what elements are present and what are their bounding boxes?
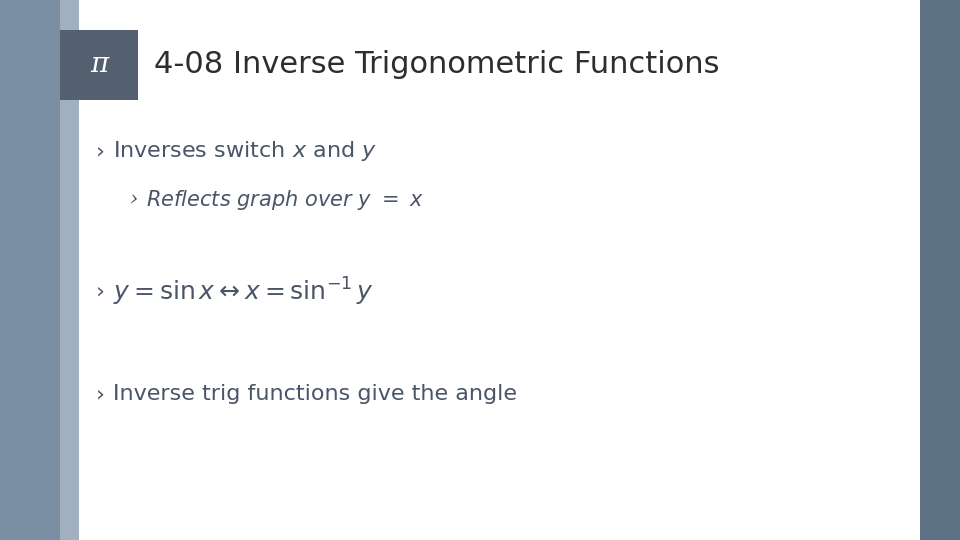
Text: Inverse trig functions give the angle: Inverse trig functions give the angle (113, 384, 517, 404)
Text: ›: › (130, 190, 138, 210)
Text: ›: › (96, 141, 105, 161)
FancyBboxPatch shape (920, 0, 960, 540)
Text: 4-08 Inverse Trigonometric Functions: 4-08 Inverse Trigonometric Functions (154, 50, 719, 79)
Text: $y = \sin x \leftrightarrow x = \sin^{-1} y$: $y = \sin x \leftrightarrow x = \sin^{-1… (113, 275, 374, 308)
FancyBboxPatch shape (60, 0, 79, 540)
FancyBboxPatch shape (60, 30, 138, 100)
Text: ›: › (96, 384, 105, 404)
Text: ›: › (96, 281, 105, 302)
FancyBboxPatch shape (0, 0, 60, 540)
Text: $\it{Reflects\ graph\ over\ y\ =\ x}$: $\it{Reflects\ graph\ over\ y\ =\ x}$ (146, 188, 424, 212)
Text: π: π (89, 51, 108, 78)
Text: $\mathregular{Inverses\ switch\ }$$x$$\mathregular{\ and\ }$$y$: $\mathregular{Inverses\ switch\ }$$x$$\m… (113, 139, 377, 163)
